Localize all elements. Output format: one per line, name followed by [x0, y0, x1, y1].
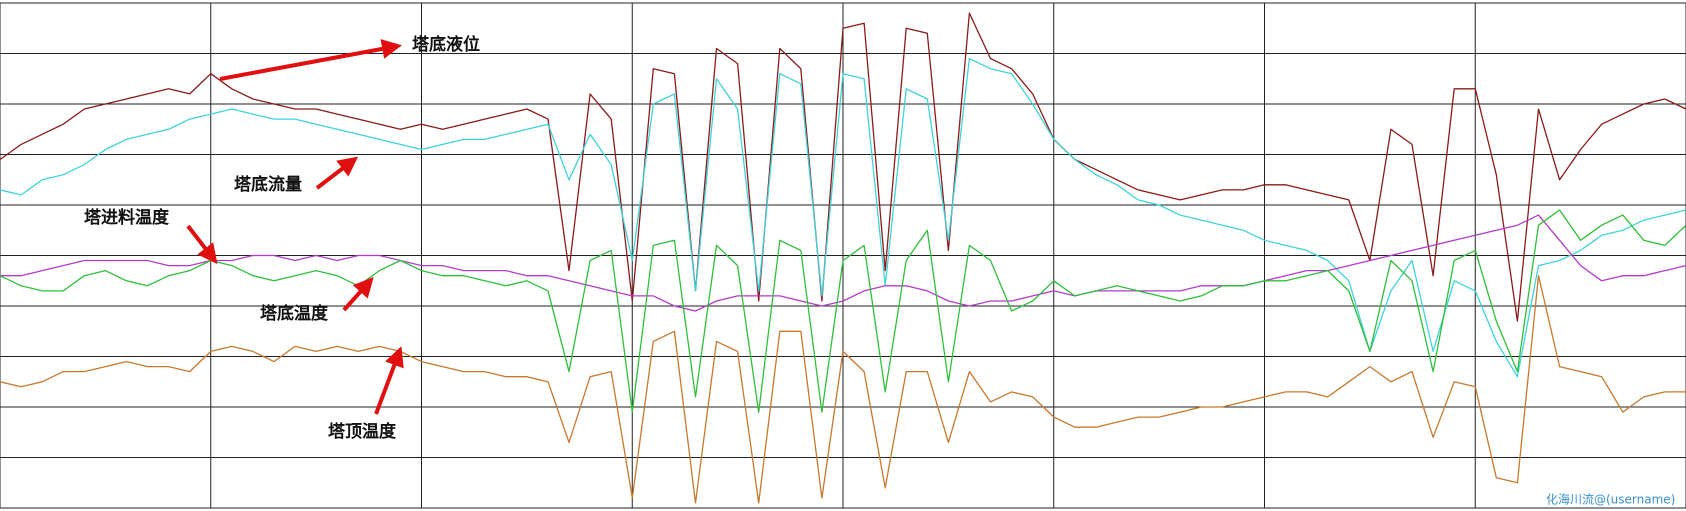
series-line	[0, 12, 1686, 322]
annotation: 塔进料温度	[84, 207, 170, 228]
plot	[0, 12, 1686, 504]
watermark: 化海川流@(username)	[1546, 492, 1675, 507]
series-line	[0, 275, 1686, 504]
annotation-arrow	[186, 224, 218, 265]
annotation-arrow	[374, 346, 404, 415]
annotation: 塔底温度	[260, 303, 329, 324]
series-line	[0, 57, 1686, 378]
annotation: 塔底流量	[234, 174, 302, 195]
annotation-arrow	[342, 277, 374, 312]
annotation: 塔底液位	[412, 34, 480, 55]
annotation-arrow	[315, 156, 359, 190]
annotation-arrow	[219, 39, 402, 81]
series-line	[0, 214, 1686, 312]
annotation: 塔顶温度	[328, 421, 397, 442]
series-line	[0, 209, 1686, 413]
